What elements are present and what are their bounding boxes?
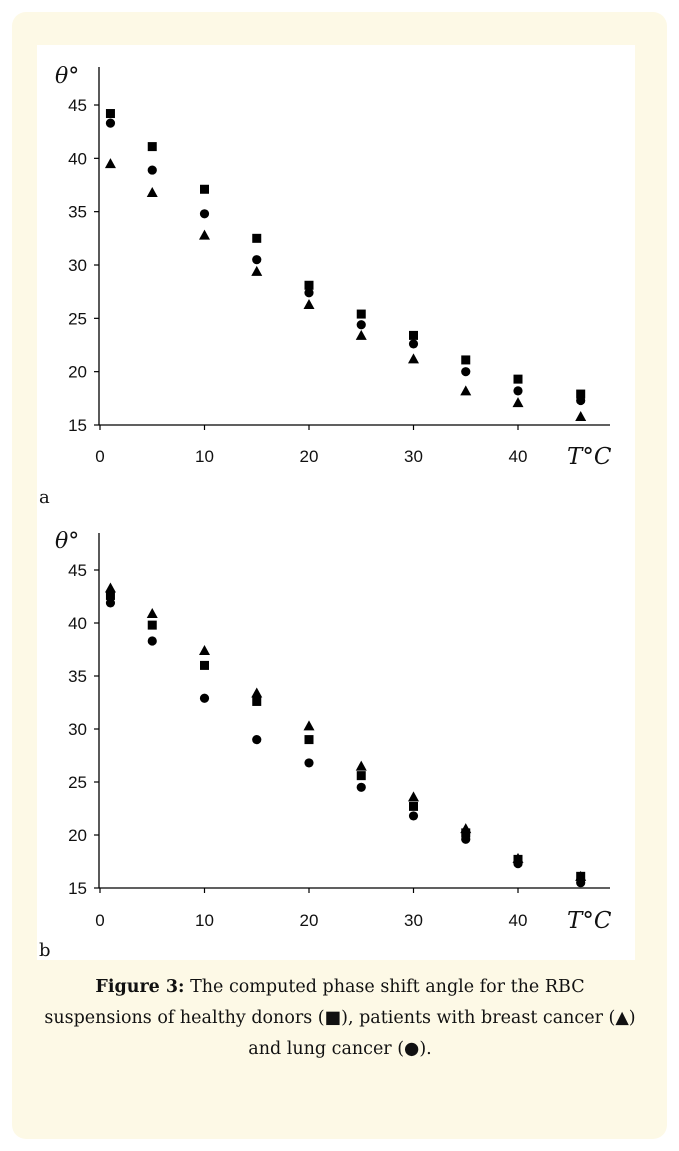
x-tick-label: 40 [509,911,528,930]
data-point-square [461,355,471,365]
data-point-square [105,590,115,600]
data-point-circle [408,811,419,821]
figure-panel: 15 20 25 30 35 40 45 0 10 20 30 40 θ° T°C a 15 20 25 30 35… [37,45,635,961]
y-tick-label: 35 [68,203,87,222]
data-point-circle [105,598,116,608]
chart-b: 15 20 25 30 35 40 45 0 10 20 30 40 θ° T°C b [39,529,612,961]
x-tick-label: 20 [300,447,319,466]
x-tick-label: 40 [509,447,528,466]
x-tick-label: 0 [95,911,104,930]
data-point-circle [513,386,523,396]
data-point-square [147,620,157,630]
data-point-triangle [104,158,116,169]
y-tick-label: 25 [68,773,87,792]
data-point-square [304,280,314,290]
data-point-triangle [199,229,210,240]
y-tick-label: 40 [68,149,87,168]
data-point-circle [356,782,366,792]
data-point-square [513,374,523,384]
data-point-triangle [251,687,263,698]
data-point-triangle [303,298,315,309]
data-point-triangle [251,265,263,276]
data-point-circle [199,209,210,219]
data-point-circle [252,735,262,745]
data-point-square [356,771,366,781]
data-point-square [147,142,157,152]
data-point-square [105,109,115,119]
data-point-square [304,735,314,745]
x-tick-label: 20 [300,911,319,930]
y-tick-label: 25 [68,309,87,328]
y-tick-label: 40 [68,614,87,633]
data-point-square [409,801,418,811]
data-point-square [200,184,209,194]
data-point-square [200,660,209,670]
data-point-triangle [146,607,158,618]
data-point-circle [461,367,471,377]
data-point-circle [252,255,262,265]
caption-label: Figure 3: [95,977,185,997]
data-point-triangle [199,645,210,656]
data-point-circle [461,834,471,844]
x-axis-label: T°C [567,908,612,934]
data-point-triangle [460,385,472,396]
y-tick-label: 30 [68,720,87,739]
data-point-square [461,828,471,838]
y-tick-label: 20 [68,826,87,845]
data-point-circle [576,878,586,888]
y-tick-label: 30 [68,256,87,275]
data-point-triangle [104,582,116,593]
y-tick-label: 45 [68,96,87,115]
data-point-circle [304,288,314,298]
data-point-circle [105,118,116,128]
data-point-triangle [355,760,367,771]
y-axis-label: θ° [55,64,79,89]
data-point-triangle [355,329,367,340]
data-point-circle [513,859,523,869]
data-point-circle [147,636,157,646]
data-point-square [252,233,262,243]
y-tick-label: 20 [68,363,87,382]
data-point-circle [408,339,419,349]
data-point-circle [199,693,210,703]
y-tick-label: 35 [68,667,87,686]
data-point-triangle [408,791,419,802]
y-tick-label: 15 [68,879,87,898]
y-tick-label: 15 [68,416,87,435]
figure-svg: 15 20 25 30 35 40 45 0 10 20 30 40 θ° T°C a 15 20 25 30 35… [39,64,612,961]
data-point-triangle [303,720,315,731]
x-tick-label: 10 [195,911,214,930]
y-axis-label: θ° [55,529,79,554]
y-tick-label: 45 [68,561,87,580]
panel-label: b [39,940,51,960]
data-point-triangle [512,397,524,408]
data-point-triangle [408,353,419,364]
x-tick-label: 30 [404,447,423,466]
data-point-circle [576,395,586,406]
data-point-triangle [146,186,158,197]
x-tick-label: 10 [195,447,214,466]
data-point-circle [147,165,157,175]
x-tick-label: 30 [404,911,423,930]
panel-label: a [39,487,50,508]
data-point-square [356,309,366,319]
chart-a: 15 20 25 30 35 40 45 0 10 20 30 40 θ° T°C a [39,64,612,508]
data-point-square [252,696,262,706]
data-point-circle [304,758,314,768]
data-point-square [576,389,586,399]
data-point-triangle [575,410,587,421]
data-point-circle [356,320,366,330]
data-point-square [576,871,586,881]
data-point-square [409,330,418,340]
x-tick-label: 0 [95,447,104,466]
caption-text: The computed phase shift angle for the R… [44,977,636,1059]
figure-caption: Figure 3: The computed phase shift angle… [40,972,640,1065]
x-axis-label: T°C [567,444,612,470]
